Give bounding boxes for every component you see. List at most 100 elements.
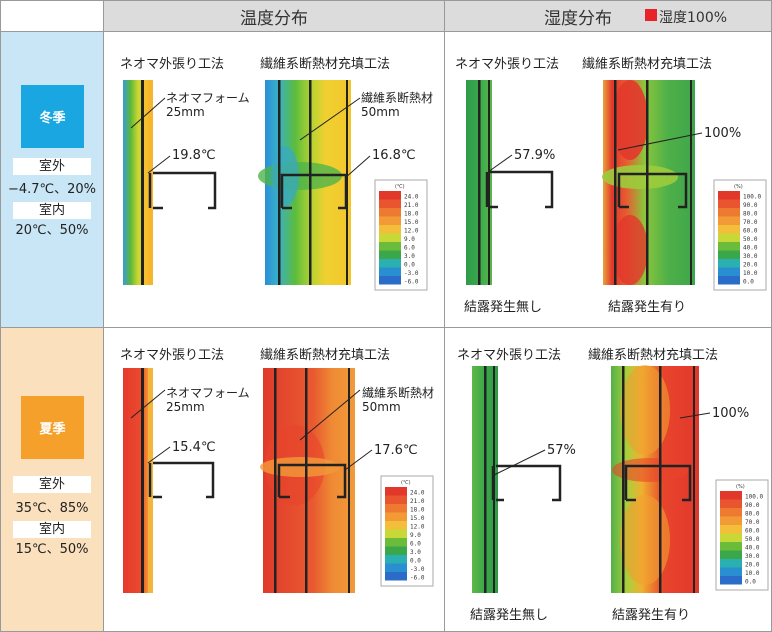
winter-badge: 冬季 <box>21 85 84 148</box>
ss1-tick: -3.0 <box>410 566 425 573</box>
summer-badge: 夏季 <box>21 396 84 459</box>
ss2-tick: 50.0 <box>745 536 760 543</box>
ss1-swatch <box>385 504 407 513</box>
ws2-swatch <box>718 242 740 251</box>
ws2-tick: 10.0 <box>743 270 758 277</box>
summer-neoma-thickness: 25mm <box>166 400 205 414</box>
ss1-tick: 21.0 <box>410 498 425 505</box>
ws2-tick: 30.0 <box>743 253 758 260</box>
ss1-tick: 12.0 <box>410 524 425 531</box>
ws2-swatch <box>718 216 740 225</box>
ss1-tick: 0.0 <box>410 558 421 565</box>
ws1-swatch <box>379 242 401 251</box>
ss1-tick: 24.0 <box>410 490 425 497</box>
ws1-swatch <box>379 250 401 259</box>
ws2-swatch <box>718 276 740 285</box>
ws1-swatch <box>379 259 401 268</box>
ss2-swatch <box>720 576 742 585</box>
winter-temp-neoma-title: ネオマ外張り工法 <box>120 57 225 72</box>
winter-temp-neoma-wall-line <box>141 80 144 285</box>
ws2-swatch <box>718 208 740 217</box>
ws1-swatch <box>379 191 401 200</box>
winter-neoma-hum: 57.9% <box>514 148 556 163</box>
ss2-tick: 60.0 <box>745 528 760 535</box>
summer-fiber-material: 繊維系断熱材 <box>362 386 435 400</box>
winter-neoma-material: ネオマフォーム <box>166 91 250 105</box>
ws1-swatch <box>379 199 401 208</box>
winter-outdoor-label: 室外 <box>13 158 91 175</box>
ws2-tick: 60.0 <box>743 228 758 235</box>
winter-indoor-value: 20℃、50% <box>15 223 89 238</box>
summer-neoma-temp: 15.4℃ <box>172 440 216 455</box>
winter-fiber-material: 繊維系断熱材 <box>361 91 434 105</box>
ws1-tick: 24.0 <box>404 194 419 201</box>
header-temperature: 温度分布 <box>103 0 445 32</box>
ss1-swatch <box>385 529 407 538</box>
ws2-tick: 100.0 <box>743 194 761 201</box>
winter-outdoor-value: −4.7℃、20% <box>7 182 97 197</box>
humidity-legend-swatch <box>645 9 657 21</box>
ws2-tick: 80.0 <box>743 211 758 218</box>
ss2-swatch <box>720 559 742 568</box>
ws2-unit: (%) <box>734 184 743 190</box>
winter-temp-neoma-leader <box>130 97 166 129</box>
ss2-swatch <box>720 508 742 517</box>
winter-temp-fiber-title: 繊維系断熱材充填工法 <box>260 57 391 72</box>
ws1-swatch <box>379 276 401 285</box>
summer-season-label: 夏季 <box>39 422 66 437</box>
ws2-tick: 0.0 <box>743 279 754 286</box>
ss2-tick: 70.0 <box>745 519 760 526</box>
winter-neoma-temp: 19.8℃ <box>172 148 216 163</box>
ss2-tick: 0.0 <box>745 579 756 586</box>
summer-outdoor-label: 室外 <box>13 476 91 493</box>
ss1-unit: (℃) <box>401 480 411 486</box>
winter-fiber-hum: 100% <box>704 126 742 141</box>
ss1-swatch <box>385 555 407 564</box>
ss2-swatch <box>720 516 742 525</box>
ss2-tick: 90.0 <box>745 502 760 509</box>
ss1-swatch <box>385 563 407 572</box>
ws2-tick: 90.0 <box>743 202 758 209</box>
summer-indoor-label: 室内 <box>13 521 91 538</box>
ss1-swatch <box>385 512 407 521</box>
winter-temp-scale: (℃) 24.021.0 18.015.0 12.09.0 6.03.0 0.0-3.0 -… <box>374 179 428 291</box>
winter-neoma-thickness: 25mm <box>166 105 205 119</box>
ss1-swatch <box>385 572 407 581</box>
ws1-tick: 6.0 <box>404 245 415 252</box>
header-humidity-label: 湿度分布 <box>544 8 612 29</box>
summer-temp-scale: (℃) 24.021.0 18.015.0 12.09.0 6.03.0 0.0-3.0 -… <box>380 475 434 587</box>
winter-indoor-label: 室内 <box>13 202 91 219</box>
winter-temp-fiber-leader <box>299 97 361 141</box>
ss2-tick: 100.0 <box>745 494 763 501</box>
summer-hum-scale: (%)100.090.0 80.070.0 60.050.0 40.030.0 20.0… <box>715 479 769 591</box>
ss1-tick: -6.0 <box>410 575 425 582</box>
summer-fiber-thickness: 50mm <box>362 400 401 414</box>
ws1-tick: 18.0 <box>404 211 419 218</box>
winter-fiber-temp: 16.8℃ <box>372 148 416 163</box>
ss2-unit: (%) <box>736 484 745 490</box>
summer-hum-neoma-stud <box>496 464 562 502</box>
summer-hum-fiber-title: 繊維系断熱材充填工法 <box>588 348 719 363</box>
summer-temp-neoma-stud <box>153 461 215 499</box>
humidity-legend-label: 湿度100% <box>659 10 728 26</box>
ws1-tick: 9.0 <box>404 236 415 243</box>
ss2-swatch <box>720 491 742 500</box>
ws2-swatch <box>718 267 740 276</box>
summer-condition-panel: 夏季 室外 35℃、85% 室内 15℃、50% <box>0 327 104 632</box>
ss2-swatch <box>720 499 742 508</box>
header-temperature-label: 温度分布 <box>240 8 308 29</box>
ws2-tick: 50.0 <box>743 236 758 243</box>
ws1-swatch <box>379 233 401 242</box>
ss2-swatch <box>720 533 742 542</box>
summer-outdoor-value: 35℃、85% <box>15 501 89 516</box>
ss1-swatch <box>385 546 407 555</box>
winter-hum-neoma-stud <box>490 170 554 209</box>
ws1-tick: 21.0 <box>404 202 419 209</box>
summer-temp-fiber-title: 繊維系断熱材充填工法 <box>260 348 391 363</box>
ss1-swatch <box>385 487 407 496</box>
winter-hum-scale: (%)100.090.0 80.070.0 60.050.0 40.030.0 20.0… <box>713 179 767 291</box>
header-corner <box>0 0 104 32</box>
ws2-tick: 20.0 <box>743 262 758 269</box>
